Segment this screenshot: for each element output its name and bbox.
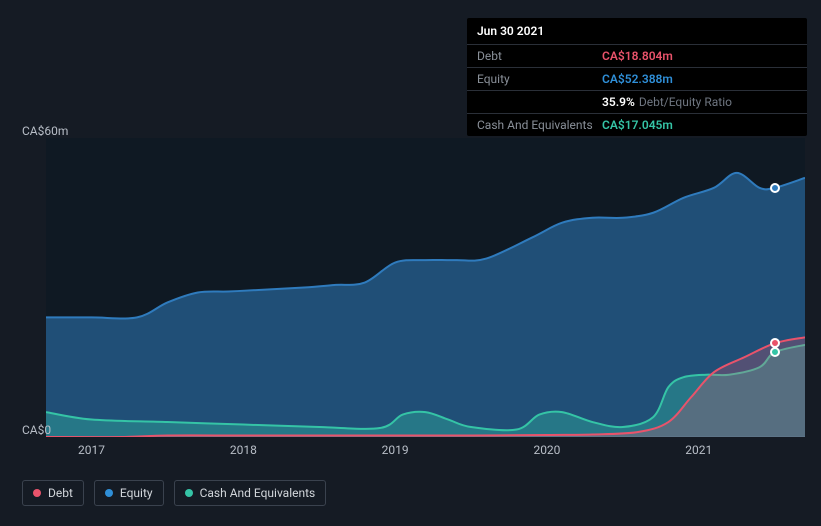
- tooltip-value: CA$52.388m: [602, 72, 673, 86]
- tooltip-value: CA$17.045m: [602, 118, 673, 132]
- area-chart: [46, 138, 805, 437]
- tooltip-label: Cash And Equivalents: [477, 118, 602, 132]
- series-marker: [770, 347, 780, 357]
- x-axis-label: 2018: [230, 443, 257, 457]
- legend-label: Debt: [48, 486, 73, 500]
- legend-item[interactable]: Cash And Equivalents: [174, 480, 327, 506]
- tooltip-row: DebtCA$18.804m: [467, 44, 807, 67]
- hover-tooltip: Jun 30 2021 DebtCA$18.804mEquityCA$52.38…: [467, 18, 807, 136]
- tooltip-row: Cash And EquivalentsCA$17.045m: [467, 113, 807, 136]
- x-axis-label: 2017: [78, 443, 105, 457]
- x-axis-label: 2019: [382, 443, 409, 457]
- tooltip-label: [477, 95, 602, 109]
- tooltip-row: EquityCA$52.388m: [467, 67, 807, 90]
- legend-dot-icon: [185, 489, 193, 497]
- legend-label: Cash And Equivalents: [200, 486, 316, 500]
- legend-item[interactable]: Equity: [94, 480, 164, 506]
- tooltip-ratio: 35.9%Debt/Equity Ratio: [602, 95, 732, 109]
- legend-label: Equity: [120, 486, 153, 500]
- series-marker: [770, 338, 780, 348]
- legend-item[interactable]: Debt: [22, 480, 84, 506]
- tooltip-label: Debt: [477, 49, 602, 63]
- legend-dot-icon: [33, 489, 41, 497]
- x-axis-label: 2021: [685, 443, 712, 457]
- y-axis-label: CA$60m: [22, 124, 68, 138]
- y-axis-label: CA$0: [22, 423, 51, 437]
- legend-dot-icon: [105, 489, 113, 497]
- chart-legend: Debt Equity Cash And Equivalents: [22, 480, 326, 506]
- tooltip-date: Jun 30 2021: [467, 18, 807, 44]
- series-marker: [770, 183, 780, 193]
- tooltip-value: CA$18.804m: [602, 49, 673, 63]
- x-axis-label: 2020: [533, 443, 560, 457]
- tooltip-label: Equity: [477, 72, 602, 86]
- tooltip-row: 35.9%Debt/Equity Ratio: [467, 90, 807, 113]
